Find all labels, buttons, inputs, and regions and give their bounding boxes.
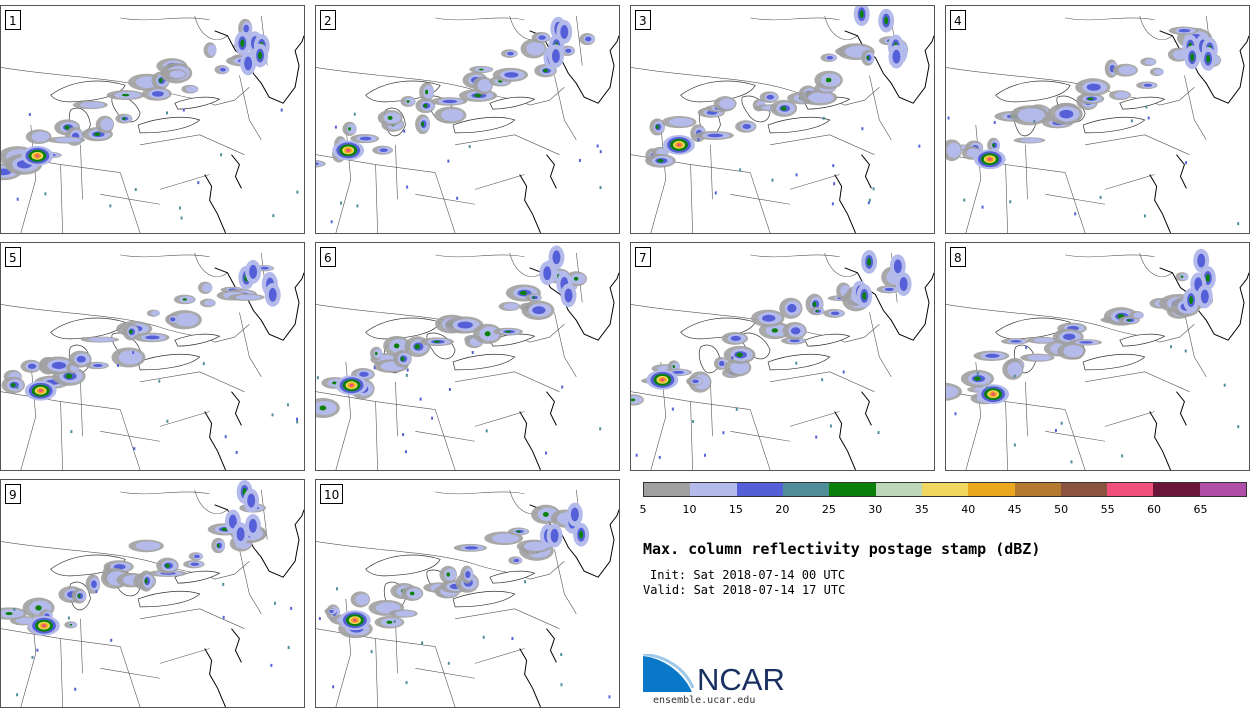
reflectivity-echoes	[1, 259, 299, 454]
reflectivity-map	[316, 489, 619, 707]
member-number: 6	[320, 247, 336, 267]
figure-title: Max. column reflectivity postage stamp (…	[643, 540, 1041, 558]
reflectivity-echoes	[316, 245, 602, 455]
member-number: 1	[5, 10, 21, 30]
member-map-panel: 8	[945, 242, 1250, 471]
reflectivity-echoes	[318, 502, 611, 699]
member-map-panel: 6	[315, 242, 620, 471]
reflectivity-map	[316, 245, 619, 470]
ncar-logo-text: NCAR	[697, 662, 785, 694]
colorbar-tick: 65	[1193, 503, 1208, 516]
reflectivity-map	[1, 15, 304, 233]
member-number: 2	[320, 10, 336, 30]
reflectivity-echoes	[631, 249, 912, 459]
colorbar-tick: 40	[961, 503, 976, 516]
colorbar-segment	[829, 483, 876, 496]
reflectivity-map	[631, 249, 934, 470]
valid-time: Valid: Sat 2018-07-14 17 UTC	[643, 583, 846, 597]
member-number: 10	[320, 484, 344, 504]
colorbar-segment	[736, 483, 783, 496]
colorbar-tick: 15	[728, 503, 743, 516]
reflectivity-colorbar	[643, 482, 1247, 497]
reflectivity-echoes	[1, 480, 293, 697]
colorbar-tick: 5	[639, 503, 647, 516]
member-map-panel: 4	[945, 5, 1250, 234]
colorbar-segment	[1060, 483, 1108, 496]
colorbar-segment	[1107, 483, 1154, 496]
colorbar-tick: 50	[1054, 503, 1069, 516]
reflectivity-map	[631, 6, 934, 233]
reflectivity-echoes	[946, 248, 1240, 464]
member-map-panel: 5	[0, 242, 305, 471]
colorbar-tick-labels: 5 10 15 20 25 30 35 40 45 50 55 60 65	[639, 503, 1247, 517]
colorbar-segment	[921, 483, 969, 496]
reflectivity-echoes	[645, 6, 921, 206]
member-number: 8	[950, 247, 966, 267]
init-time: Init: Sat 2018-07-14 00 UTC	[650, 568, 846, 582]
member-map-panel: 9	[0, 479, 305, 708]
member-number: 7	[635, 247, 651, 267]
reflectivity-map	[946, 15, 1249, 233]
reflectivity-echoes	[316, 16, 602, 224]
reflectivity-map	[1, 480, 304, 707]
reflectivity-echoes	[946, 26, 1240, 226]
reflectivity-map	[316, 15, 619, 233]
reflectivity-map	[946, 248, 1249, 470]
colorbar-tick: 60	[1147, 503, 1162, 516]
reflectivity-map	[1, 252, 304, 470]
colorbar-tick: 20	[775, 503, 790, 516]
colorbar-segment	[968, 483, 1015, 496]
ensemble-url: ensemble.ucar.edu	[653, 695, 756, 706]
member-number: 9	[5, 484, 21, 504]
member-map-panel: 3	[630, 5, 935, 234]
colorbar-tick: 25	[821, 503, 836, 516]
ncar-logo: NCAR	[643, 654, 785, 694]
colorbar-tick: 55	[1100, 503, 1115, 516]
colorbar-tick: 10	[682, 503, 697, 516]
member-map-panel: 10	[315, 479, 620, 708]
colorbar-tick: 45	[1007, 503, 1022, 516]
colorbar-segment	[1199, 483, 1247, 496]
colorbar-tick: 30	[868, 503, 883, 516]
colorbar-segment	[782, 483, 830, 496]
colorbar-segment	[1153, 483, 1200, 496]
colorbar-tick: 35	[914, 503, 929, 516]
member-number: 4	[950, 10, 966, 30]
reflectivity-echoes	[1, 18, 299, 220]
member-number: 3	[635, 10, 651, 30]
member-map-panel: 1	[0, 5, 305, 234]
colorbar-segment	[644, 483, 691, 496]
colorbar-segment	[1014, 483, 1061, 496]
member-map-panel: 2	[315, 5, 620, 234]
member-number: 5	[5, 247, 21, 267]
colorbar-segment	[690, 483, 737, 496]
colorbar-segment	[875, 483, 922, 496]
member-map-panel: 7	[630, 242, 935, 471]
